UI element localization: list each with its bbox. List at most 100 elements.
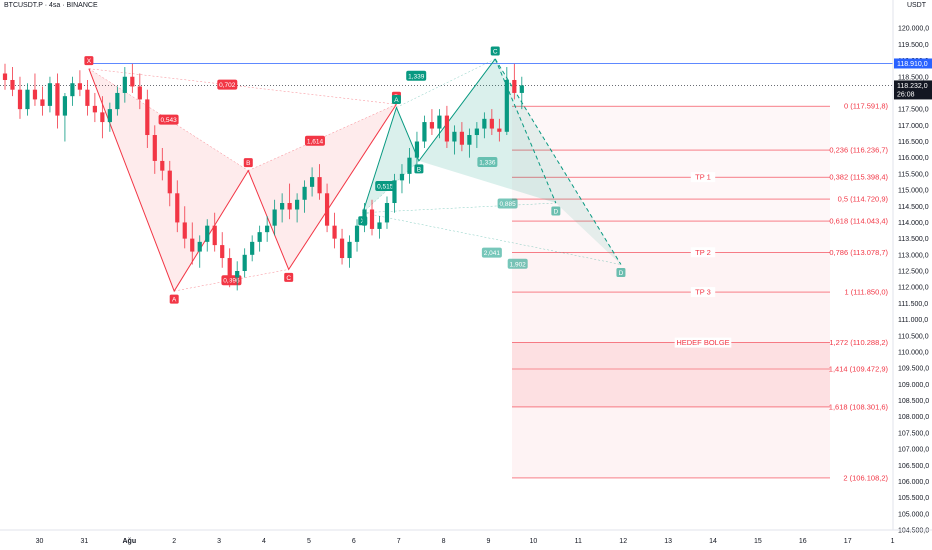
fib-tag-bg bbox=[690, 287, 716, 298]
time-tick-label: 17 bbox=[844, 538, 852, 545]
price-tick-label: 110.500,0 bbox=[898, 333, 929, 340]
time-tick-label: Ağu bbox=[122, 538, 136, 545]
candle-body bbox=[175, 193, 180, 223]
candle-body bbox=[212, 225, 217, 246]
candle-body bbox=[227, 258, 232, 278]
candle-body bbox=[309, 177, 315, 187]
candle-body bbox=[452, 131, 457, 142]
time-tick-label: 1 bbox=[891, 538, 895, 545]
candle-body bbox=[302, 186, 307, 200]
candle-body bbox=[317, 177, 322, 194]
candle-body bbox=[437, 115, 442, 129]
blue-line-price-text: 118.910,0 bbox=[897, 61, 928, 68]
candle-body bbox=[512, 79, 517, 93]
fib-tag-label: TP 3 bbox=[695, 288, 711, 297]
bull-ratio-label: 0,885 bbox=[499, 201, 516, 208]
fibonacci-retracement: 0 (117.591,8) 0,236 (116.236,7) 0,382 (115… bbox=[0, 63, 893, 482]
bear-point-badge bbox=[243, 158, 253, 168]
candle-body bbox=[422, 122, 427, 142]
target-zone bbox=[512, 342, 830, 407]
candle-body bbox=[324, 193, 330, 226]
bull-point-label: D bbox=[619, 270, 624, 277]
candle-body bbox=[362, 209, 367, 226]
time-tick-label: 5 bbox=[307, 538, 311, 545]
bull-projection-line bbox=[494, 58, 622, 265]
candle-body bbox=[25, 89, 30, 110]
bear-ratio-badge bbox=[158, 114, 179, 125]
candle-body bbox=[459, 131, 464, 145]
candle-body bbox=[242, 254, 247, 271]
fib-level-label: 1 (111.850,0) bbox=[844, 288, 888, 297]
candle-body bbox=[444, 115, 450, 142]
candle-body bbox=[62, 96, 68, 116]
candle-body bbox=[414, 141, 420, 158]
time-tick-label: 13 bbox=[664, 538, 672, 545]
price-tick-label: 106.000,0 bbox=[898, 479, 929, 486]
candle-body bbox=[32, 89, 38, 100]
bull-ratio-badge bbox=[406, 70, 427, 81]
fib-level-label: 0,236 (116.236,7) bbox=[829, 146, 888, 155]
time-tick-label: 4 bbox=[262, 538, 266, 545]
candle-body bbox=[399, 173, 405, 181]
countdown-text: 26:08 bbox=[897, 91, 915, 98]
candle-body bbox=[504, 79, 509, 132]
candle-body bbox=[182, 222, 187, 239]
time-tick-label: 6 bbox=[352, 538, 356, 545]
fib-level-label: 1,618 (108.301,6) bbox=[829, 402, 889, 411]
bull-point-label: B bbox=[417, 166, 421, 173]
price-tick-label: 109.500,0 bbox=[898, 366, 929, 373]
time-tick-label: 7 bbox=[397, 538, 401, 545]
bear-point-label: C bbox=[286, 275, 291, 282]
bear-point-badge bbox=[169, 294, 179, 304]
candle-body bbox=[40, 99, 45, 106]
bull-ratio-label: 1,902 bbox=[510, 261, 527, 268]
time-tick-label: 8 bbox=[442, 538, 446, 545]
candle-body bbox=[92, 105, 97, 113]
bull-point-badge bbox=[551, 206, 561, 216]
price-tick-label: 117.500,0 bbox=[898, 107, 929, 114]
candle-body bbox=[47, 83, 53, 106]
current-price-text: 118.232,0 bbox=[897, 83, 928, 90]
candle-body bbox=[115, 92, 120, 110]
candle-body bbox=[295, 199, 300, 210]
bull-ratio-badge bbox=[481, 247, 502, 258]
candle-body bbox=[407, 157, 412, 174]
bear-point-label: A bbox=[172, 297, 177, 304]
candle-body bbox=[205, 225, 210, 242]
fib-level-label: 1,272 (110.288,2) bbox=[829, 338, 888, 347]
time-tick-label: 16 bbox=[799, 538, 807, 545]
bull-bcd-fill bbox=[418, 58, 556, 204]
time-tick-label: 30 bbox=[36, 538, 44, 545]
candle-body bbox=[287, 203, 292, 210]
bull-point-label: C bbox=[493, 48, 498, 55]
price-tick-label: 116.000,0 bbox=[898, 155, 929, 162]
price-tick-label: 111.500,0 bbox=[898, 301, 928, 308]
bear-ratio-label: 1,614 bbox=[307, 138, 324, 145]
candle-body bbox=[130, 76, 135, 87]
fib-level-label: 0,382 (115.398,4) bbox=[829, 173, 888, 182]
candle-body bbox=[339, 238, 345, 259]
bear-point-badge bbox=[84, 56, 94, 66]
candle-body bbox=[10, 79, 15, 90]
price-tick-label: 107.500,0 bbox=[898, 430, 929, 437]
bear-point-label: B bbox=[246, 160, 250, 167]
price-tick-label: 108.500,0 bbox=[898, 398, 929, 405]
fib-tag-bg bbox=[690, 172, 716, 183]
candle-body bbox=[429, 122, 435, 129]
fib-tag-label: HEDEF BOLGE bbox=[676, 338, 729, 347]
candle-body bbox=[474, 128, 479, 136]
price-tick-label: 109.000,0 bbox=[898, 382, 929, 389]
bull-pattern-line bbox=[362, 58, 496, 213]
bull-ratio-badge bbox=[375, 181, 396, 192]
time-tick-label: 15 bbox=[754, 538, 762, 545]
candlestick-series bbox=[2, 63, 524, 291]
bear-ratio-line bbox=[88, 68, 249, 171]
bull-point-label: A bbox=[394, 97, 399, 104]
price-tags: 118.910,0 118.232,026:08 bbox=[894, 58, 932, 100]
price-tick-label: 110.000,0 bbox=[898, 349, 929, 356]
fib-level-label: 2 (106.108,2) bbox=[843, 473, 888, 482]
fib-level-label: 0 (117.591,8) bbox=[844, 102, 889, 111]
price-tick-label: 115.500,0 bbox=[898, 171, 929, 178]
time-tick-label: 9 bbox=[487, 538, 491, 545]
